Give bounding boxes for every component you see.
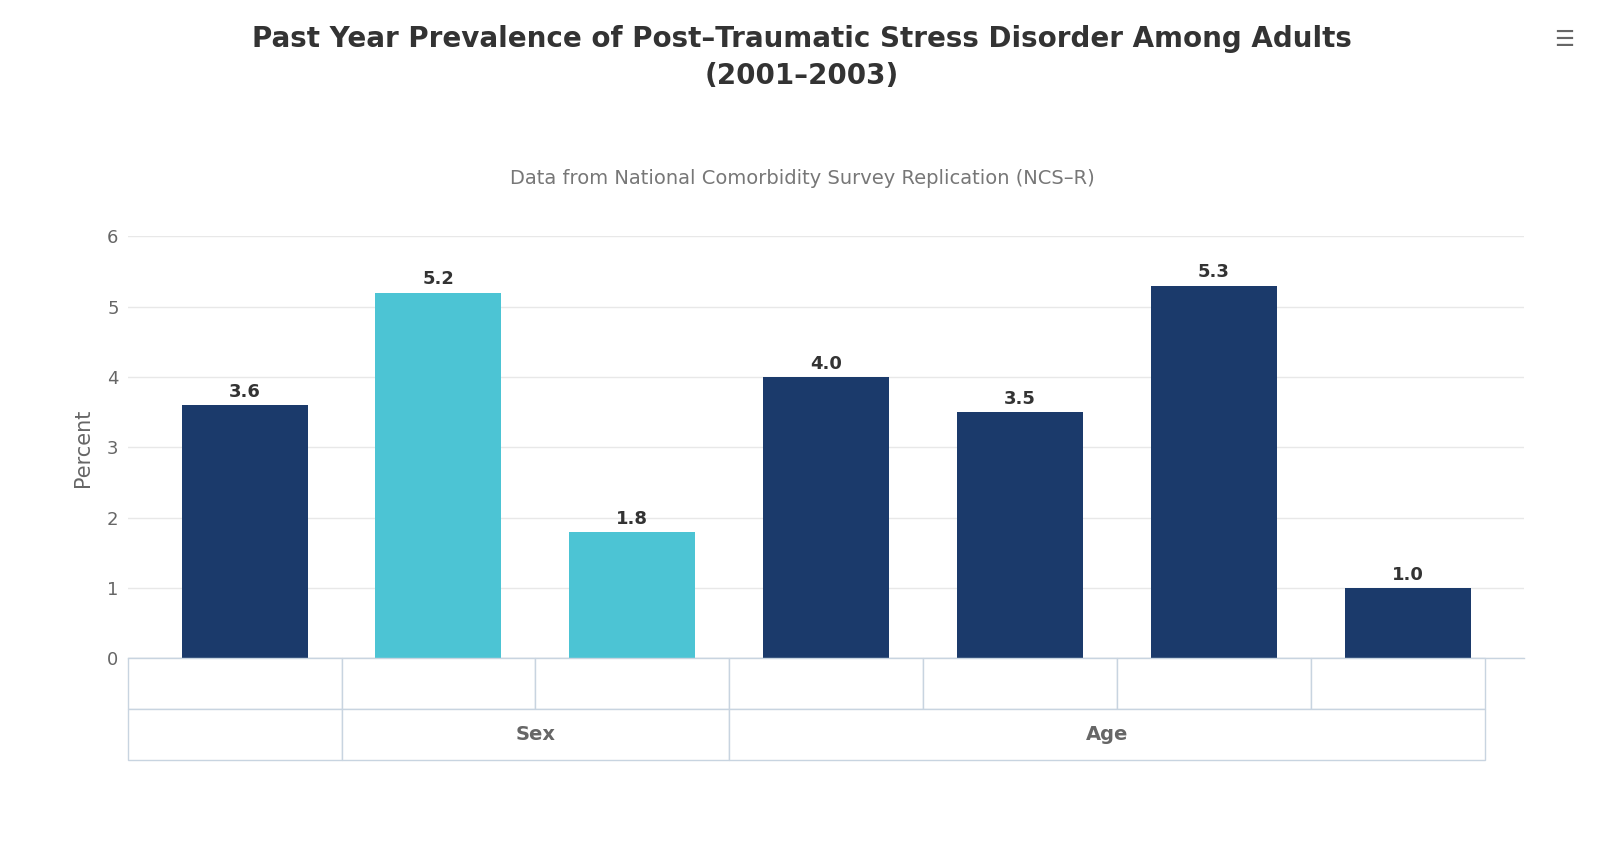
Bar xyxy=(1344,588,1471,658)
Bar xyxy=(569,532,695,658)
Bar xyxy=(375,293,502,658)
Bar xyxy=(730,658,922,709)
Text: 5.3: 5.3 xyxy=(1198,263,1230,281)
Bar xyxy=(536,658,730,709)
Text: 1.0: 1.0 xyxy=(1392,565,1423,584)
Bar xyxy=(342,709,730,760)
Bar xyxy=(1116,658,1310,709)
Bar xyxy=(342,658,536,709)
Bar xyxy=(958,412,1083,658)
Text: 1.8: 1.8 xyxy=(616,510,648,528)
Bar xyxy=(922,658,1116,709)
Bar xyxy=(181,405,308,658)
Text: 4.0: 4.0 xyxy=(810,354,842,373)
Bar xyxy=(764,377,889,658)
Y-axis label: Percent: Percent xyxy=(74,408,93,486)
Text: Sex: Sex xyxy=(515,725,555,744)
Text: 5.2: 5.2 xyxy=(422,270,454,289)
Bar xyxy=(128,658,342,709)
Text: Age: Age xyxy=(1086,725,1128,744)
Text: 3.5: 3.5 xyxy=(1004,390,1036,408)
Bar xyxy=(1150,285,1277,658)
Text: Past Year Prevalence of Post–Traumatic Stress Disorder Among Adults
(2001–2003): Past Year Prevalence of Post–Traumatic S… xyxy=(252,25,1352,90)
Bar xyxy=(1310,658,1485,709)
Text: ☰: ☰ xyxy=(1554,30,1574,50)
Text: Data from National Comorbidity Survey Replication (NCS–R): Data from National Comorbidity Survey Re… xyxy=(510,169,1094,188)
Bar xyxy=(730,709,1485,760)
Text: 3.6: 3.6 xyxy=(229,383,260,401)
Bar xyxy=(128,709,342,760)
